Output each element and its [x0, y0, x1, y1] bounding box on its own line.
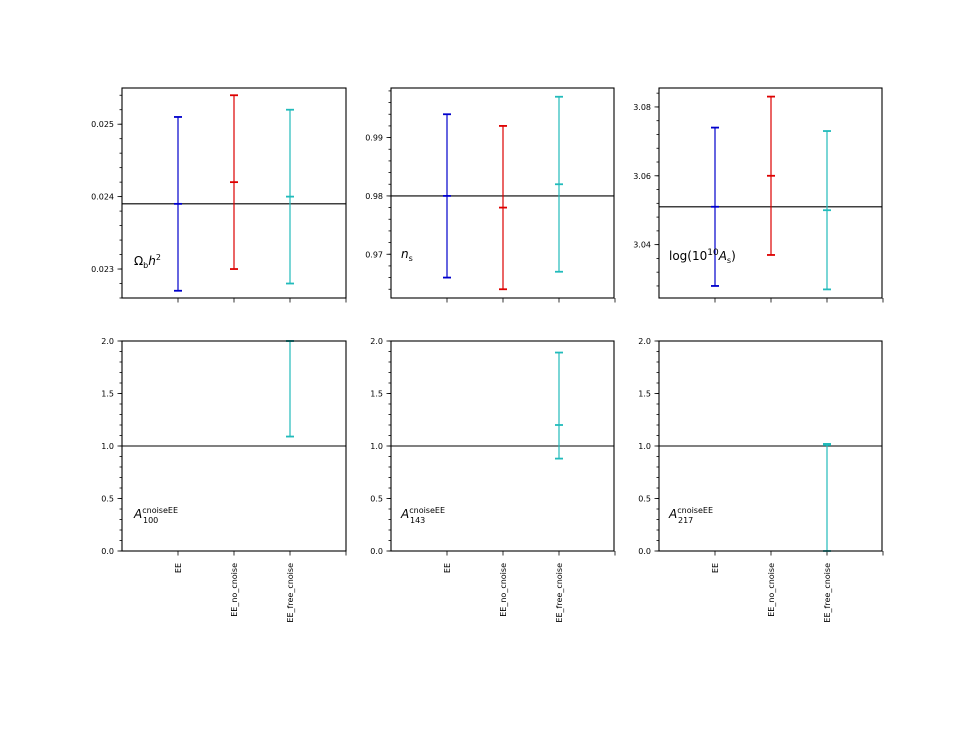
axes-frame — [658, 87, 883, 299]
y-tick-label: 0.0 — [101, 547, 114, 556]
y-tick-label: 0.0 — [370, 547, 383, 556]
x-category-label: EE — [711, 563, 720, 573]
y-tick-label: 1.0 — [638, 442, 651, 451]
panel-1: 0.023 0.024 0.025 Ωbh2 — [91, 87, 347, 303]
axes-frame — [390, 87, 615, 299]
y-tick-label: 1.5 — [101, 390, 114, 399]
y-tick-label: 2.0 — [638, 337, 651, 346]
panel-label: log(1010As) — [669, 248, 736, 265]
x-category-label: EE_free_cnoise — [823, 563, 832, 623]
y-tick-label: 1.5 — [638, 390, 651, 399]
axes-frame — [121, 87, 347, 299]
y-tick-label: 0.5 — [370, 495, 383, 504]
axes-frame — [658, 340, 883, 552]
y-tick-label: 1.0 — [370, 442, 383, 451]
panel-label: ns — [401, 247, 413, 263]
y-tick-label: 0.98 — [365, 192, 383, 201]
y-tick-label: 0.023 — [91, 265, 114, 274]
y-tick-label: 3.04 — [633, 241, 651, 250]
panel-6: 0.0 0.5 1.0 1.5 2.0 AcnoiseEE 217 EE EE_no_cnois… — [638, 337, 884, 623]
x-category-label: EE — [443, 563, 452, 573]
panel-4: 0.0 0.5 1.0 1.5 2.0 AcnoiseEE 100 EE EE_no_cnois… — [101, 337, 347, 623]
y-tick-label: 0.5 — [638, 495, 651, 504]
panel-label: AcnoiseEE 143 — [400, 506, 445, 525]
x-category-label: EE_no_cnoise — [499, 563, 508, 617]
y-tick-label: 1.5 — [370, 390, 383, 399]
y-tick-label: 3.06 — [633, 172, 651, 181]
panel-2: 0.97 0.98 0.99 ns — [365, 87, 616, 303]
y-tick-label: 2.0 — [101, 337, 114, 346]
panel-label: Ωbh2 — [134, 253, 161, 270]
x-category-label: EE_no_cnoise — [767, 563, 776, 617]
y-tick-label: 2.0 — [370, 337, 383, 346]
panel-3: 3.04 3.06 3.08 log(1010As) — [633, 87, 884, 303]
y-tick-label: 0.025 — [91, 120, 114, 129]
y-tick-label: 1.0 — [101, 442, 114, 451]
y-tick-label: 0.024 — [91, 193, 114, 202]
axes-frame — [390, 340, 615, 552]
panel-5: 0.0 0.5 1.0 1.5 2.0 AcnoiseEE 143 EE EE_no_cnois… — [370, 337, 616, 623]
y-tick-label: 0.0 — [638, 547, 651, 556]
y-tick-label: 0.5 — [101, 495, 114, 504]
x-category-label: EE_no_cnoise — [230, 563, 239, 617]
y-tick-label: 0.99 — [365, 134, 383, 143]
panel-label: AcnoiseEE 217 — [668, 506, 713, 525]
y-tick-label: 3.08 — [633, 103, 651, 112]
panel-label: AcnoiseEE 100 — [133, 506, 178, 525]
x-category-label: EE_free_cnoise — [555, 563, 564, 623]
axes-frame — [121, 340, 347, 552]
x-category-label: EE — [174, 563, 183, 573]
y-tick-label: 0.97 — [365, 250, 383, 259]
x-category-label: EE_free_cnoise — [286, 563, 295, 623]
